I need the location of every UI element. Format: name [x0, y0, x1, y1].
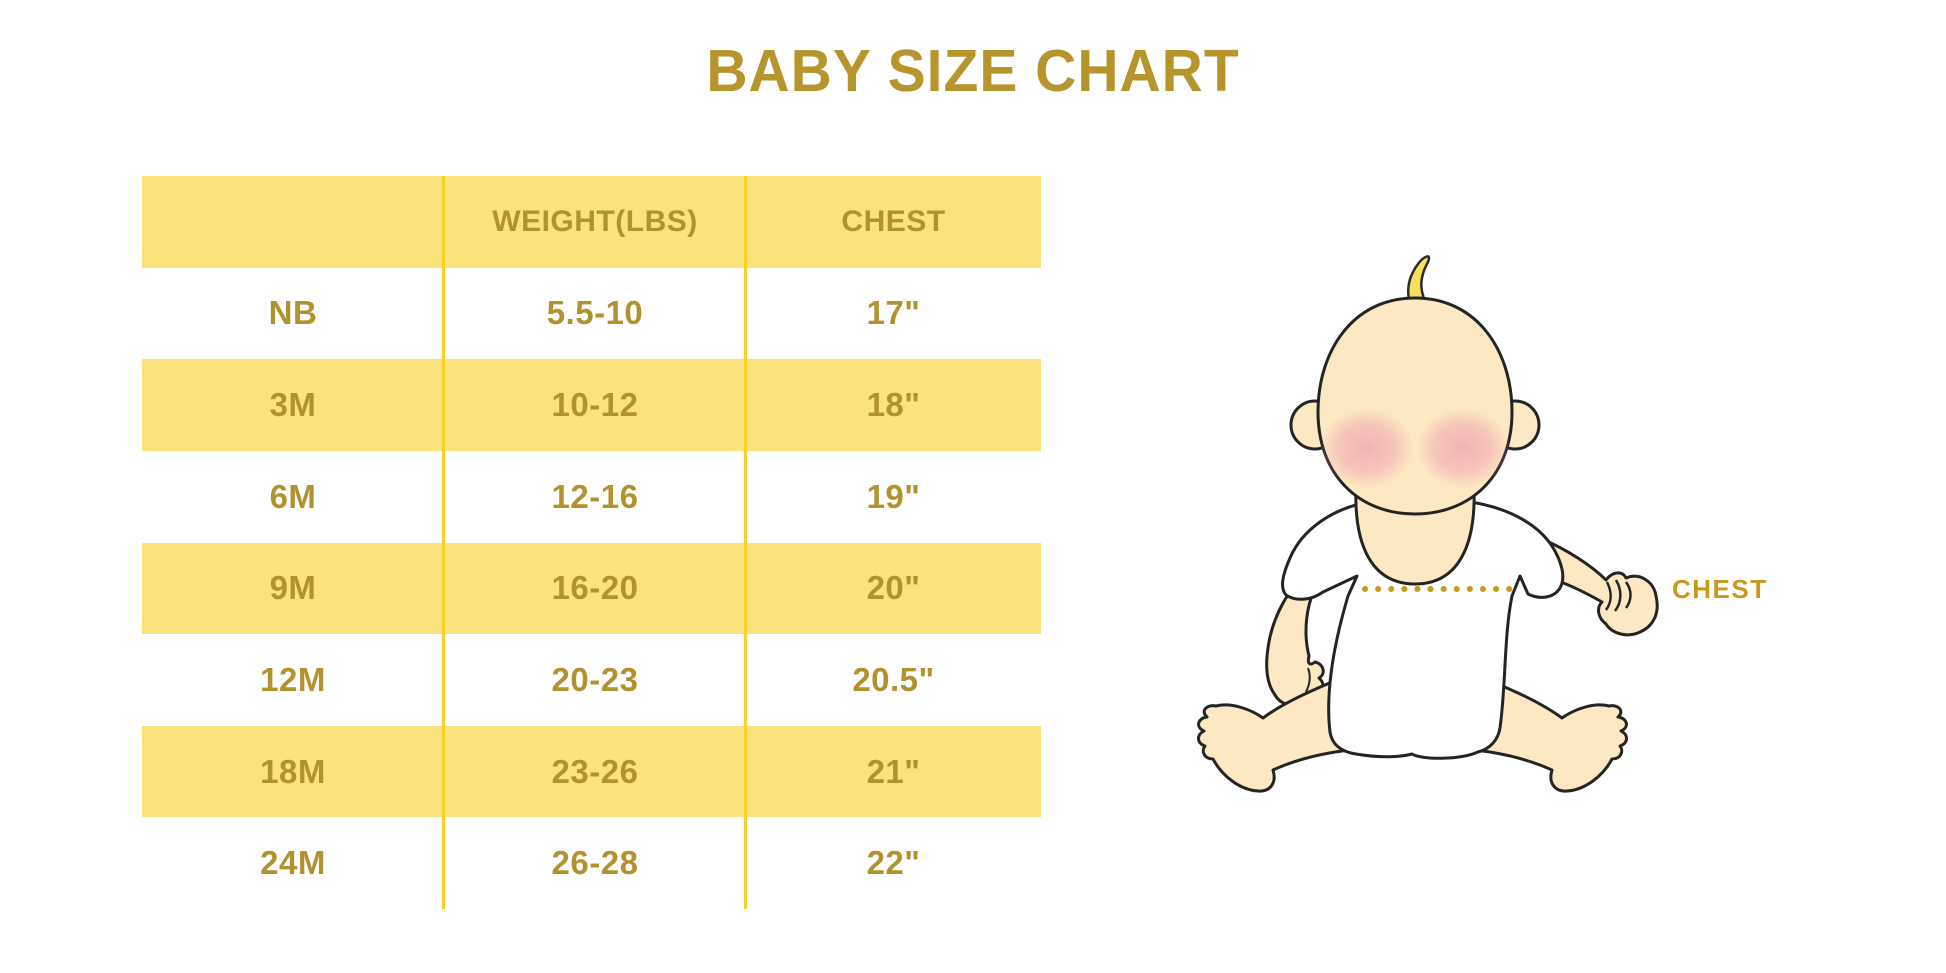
- page-title: BABY SIZE CHART: [706, 37, 1240, 105]
- baby-illustration: CHEST: [1160, 240, 1780, 800]
- table-row: 18M 23-26 21": [142, 725, 1041, 818]
- column-divider-line: [744, 176, 747, 909]
- column-divider-line: [442, 176, 445, 909]
- chest-cell: 20": [866, 569, 921, 607]
- table-header-row: WEIGHT(LBS) CHEST: [142, 176, 1041, 268]
- size-cell: 9M: [269, 569, 317, 607]
- table-row: 9M 16-20 20": [142, 542, 1041, 635]
- weight-cell: 23-26: [551, 752, 639, 790]
- chest-cell: 18": [866, 386, 921, 424]
- header-chest: CHEST: [841, 204, 946, 238]
- weight-cell: 16-20: [551, 569, 639, 607]
- weight-cell: 26-28: [551, 844, 639, 882]
- chest-cell: 21": [866, 752, 921, 790]
- chest-cell: 20.5": [852, 660, 935, 698]
- chest-cell: 22": [866, 844, 921, 882]
- weight-cell: 12-16: [551, 477, 639, 515]
- header-weight: WEIGHT(LBS): [492, 204, 698, 238]
- weight-cell: 20-23: [551, 660, 639, 698]
- chest-cell: 19": [866, 477, 921, 515]
- size-cell: NB: [268, 294, 318, 332]
- table-row: 12M 20-23 20.5": [142, 634, 1041, 726]
- size-cell: 6M: [269, 477, 317, 515]
- size-cell: 3M: [269, 386, 317, 424]
- baby-right-arm-fist: [1538, 536, 1659, 637]
- baby-shirt: [1281, 497, 1565, 760]
- baby-blush: [1320, 408, 1510, 488]
- header-size: [142, 176, 444, 268]
- chest-cell: 17": [866, 294, 921, 332]
- baby-size-table: WEIGHT(LBS) CHEST NB 5.5-10 17" 3M 10-12…: [142, 176, 1041, 909]
- table-row: 3M 10-12 18": [142, 359, 1041, 451]
- baby-neck: [1354, 486, 1476, 586]
- size-cell: 24M: [260, 844, 326, 882]
- chest-label: CHEST: [1672, 574, 1768, 604]
- table-row: 6M 12-16 19": [142, 450, 1041, 543]
- size-cell: 18M: [260, 752, 326, 790]
- weight-cell: 10-12: [551, 386, 639, 424]
- baby-left-leg: [1197, 668, 1362, 793]
- weight-cell: 5.5-10: [546, 294, 644, 332]
- size-cell: 12M: [260, 660, 326, 698]
- table-row: 24M 26-28 22": [142, 817, 1041, 909]
- table-row: NB 5.5-10 17": [142, 267, 1041, 360]
